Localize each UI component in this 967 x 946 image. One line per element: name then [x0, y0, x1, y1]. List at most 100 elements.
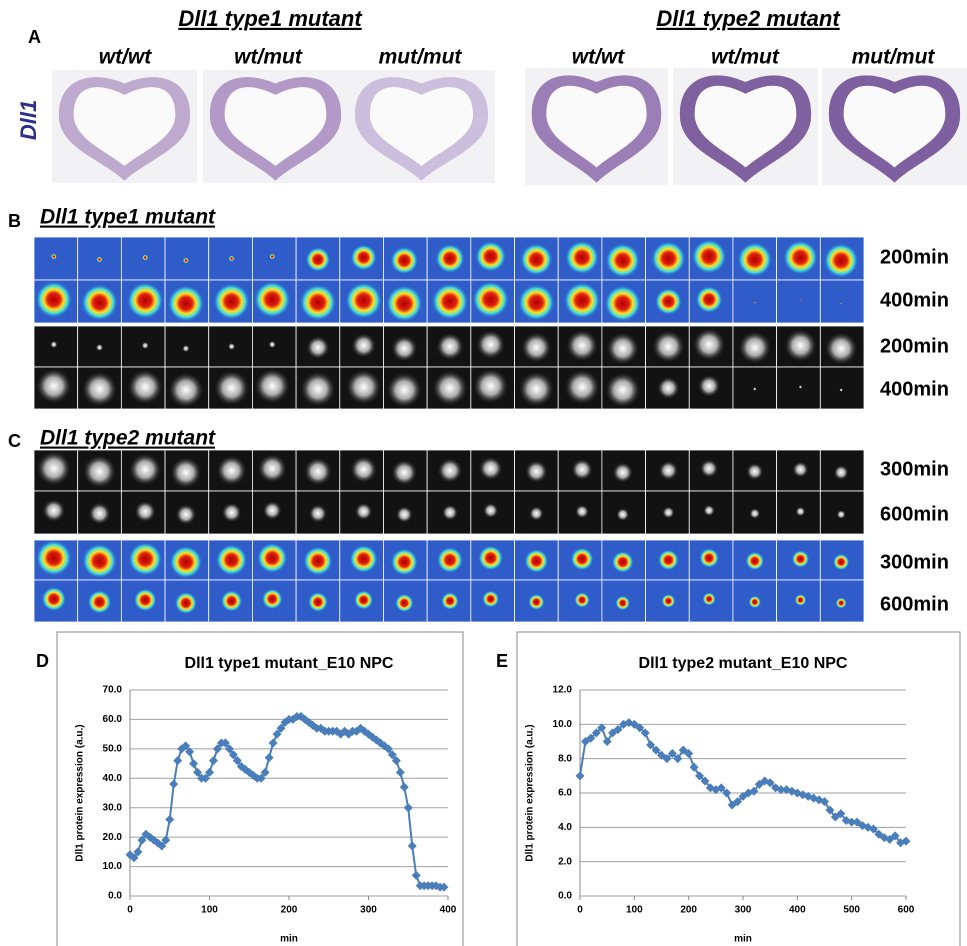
cell-signal [825, 332, 858, 365]
cell-signal [168, 285, 205, 322]
cell-signal [738, 331, 771, 364]
time-label: 400min [880, 378, 949, 400]
tile [820, 280, 864, 323]
marker-label: Dll1 [16, 100, 41, 140]
cell-signal [134, 501, 156, 523]
genotype: mut/mut [379, 46, 463, 69]
cell-signal [50, 341, 57, 348]
cell-signal [213, 283, 250, 320]
cell-signal [604, 285, 641, 322]
cell-signal [612, 462, 633, 483]
cell-signal [696, 286, 723, 313]
x-tick-label: 100 [626, 905, 643, 916]
y-tick-label: 2.0 [558, 856, 572, 867]
cell-signal [834, 465, 849, 480]
y-tick-label: 12.0 [553, 685, 573, 696]
tile [777, 280, 821, 323]
y-tick-label: 10.0 [553, 719, 573, 730]
cell-signal [571, 547, 594, 570]
tile [733, 280, 777, 323]
cell-signal [437, 458, 462, 483]
figure: A Dll1 type1 mutant Dll1 type2 mutant wt… [0, 0, 967, 946]
cell-signal [564, 282, 601, 319]
cell-signal [703, 505, 715, 517]
cell-signal [346, 369, 382, 405]
cell-signal [386, 372, 422, 408]
cell-signal [269, 341, 276, 348]
cell-signal [300, 284, 337, 321]
cell-signal [661, 594, 675, 608]
cell-signal [308, 592, 328, 612]
genotype: wt/wt [99, 46, 152, 69]
cell-signal [442, 504, 458, 520]
cell-signal [83, 455, 117, 489]
cell-signal [214, 370, 250, 406]
y-tick-label: 10.0 [103, 861, 123, 872]
cell-signal [571, 459, 593, 481]
cell-signal [482, 590, 499, 607]
cell-signal [221, 590, 243, 612]
cell-signal [435, 244, 464, 273]
cell-signal [306, 336, 330, 360]
data-point [265, 753, 274, 762]
y-tick-label: 0.0 [558, 891, 572, 902]
data-point [209, 756, 218, 765]
panel-label: D [36, 651, 49, 671]
cell-signal [478, 545, 503, 570]
x-tick-label: 500 [843, 905, 860, 916]
panel-label: E [496, 651, 508, 671]
data-point [404, 803, 413, 812]
cell-signal [702, 592, 715, 605]
data-point [269, 738, 278, 747]
x-tick-label: 100 [201, 905, 218, 916]
x-tick-label: 400 [789, 905, 806, 916]
cell-signal [304, 457, 332, 485]
cell-signal [749, 596, 761, 608]
cell-signal [795, 594, 807, 606]
cell-signal [168, 372, 204, 408]
cell-signal [840, 303, 842, 305]
cell-signal [565, 240, 599, 274]
cell-signal [42, 499, 65, 522]
cell-signal [574, 592, 589, 607]
y-tick-label: 70.0 [103, 685, 123, 696]
cell-signal [36, 540, 72, 576]
x-axis-label: min [280, 934, 298, 945]
cell-signal [528, 594, 544, 610]
data-point [396, 768, 405, 777]
cell-signal [753, 387, 757, 391]
cell-signal [36, 451, 71, 486]
cell-signal [395, 594, 414, 613]
x-tick-label: 0 [127, 905, 133, 916]
cell-signal [612, 551, 634, 573]
cell-signal [258, 454, 288, 484]
y-tick-label: 6.0 [558, 788, 572, 799]
cell-signal [824, 243, 859, 278]
tile [820, 367, 864, 409]
cell-signal [754, 302, 756, 304]
cell-signal [82, 544, 117, 579]
cell-signal [216, 455, 247, 486]
cell-signal [134, 588, 157, 611]
x-tick-label: 400 [440, 905, 457, 916]
cell-signal [659, 461, 679, 481]
cell-signal [839, 388, 843, 392]
x-tick-label: 600 [898, 905, 915, 916]
cell-signal [518, 371, 554, 407]
cell-signal [350, 244, 376, 270]
cell-signal [349, 545, 377, 573]
data-point [576, 771, 585, 780]
genotype: mut/mut [852, 46, 936, 69]
cell-signal [229, 256, 235, 262]
cell-signal [651, 241, 686, 276]
time-label: 200min [880, 335, 949, 357]
cell-signal [300, 371, 336, 407]
chart-frame [517, 632, 960, 946]
cell-signal [303, 546, 333, 576]
cell-signal [836, 598, 847, 609]
group-title: Dll1 type1 mutant [178, 6, 363, 31]
cell-signal [228, 343, 235, 350]
y-axis-label: Dll1 protein expression (a.u.) [525, 724, 536, 861]
cell-signal [662, 506, 674, 518]
time-label: 400min [880, 289, 949, 311]
